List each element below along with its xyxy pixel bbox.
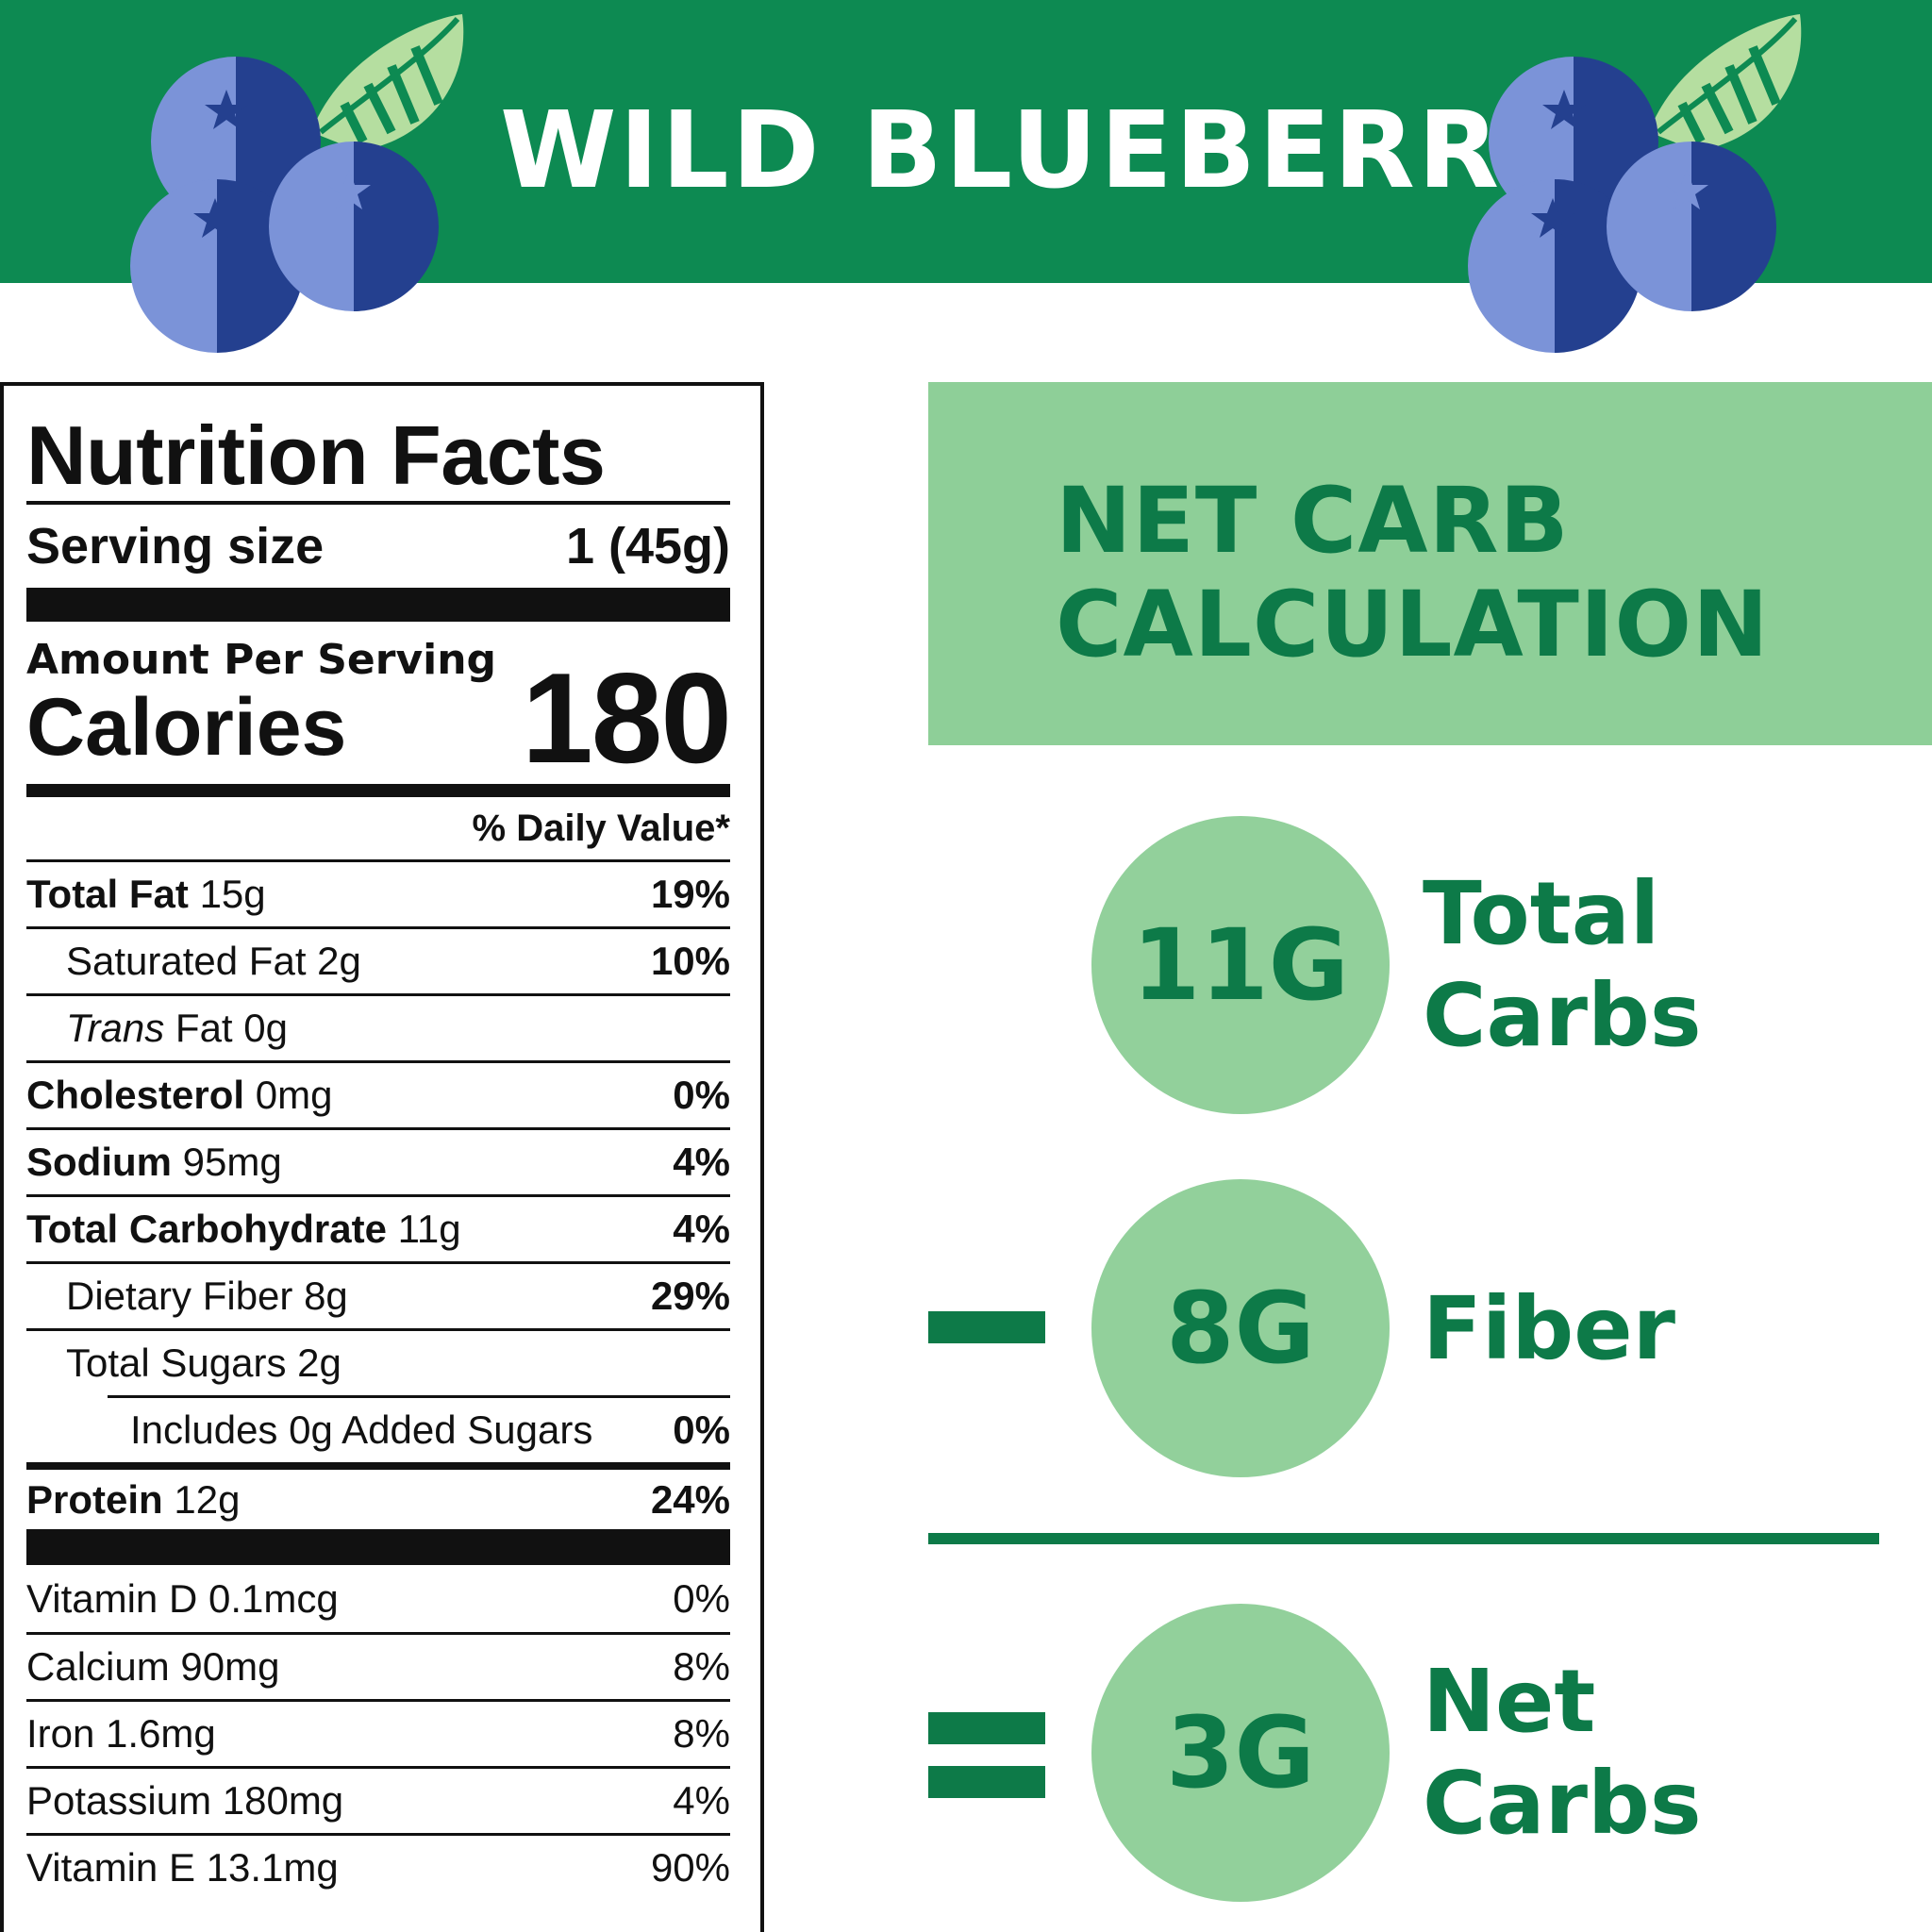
total-carbs-label-line1: Total (1423, 863, 1660, 964)
vitamin-dv: 4% (673, 1778, 730, 1823)
nutrient-amount: 8g (304, 1274, 348, 1318)
nutrient-row-total-fat: Total Fat 15g 19% (26, 859, 730, 926)
nutrient-dv: 0% (673, 1407, 730, 1452)
serving-size-value: 1 (45g) (565, 518, 730, 575)
nutrient-amount: 11g (397, 1207, 461, 1251)
vitamin-row: Calcium 90mg 8% (26, 1632, 730, 1699)
calories-label: Calories (26, 682, 347, 773)
serving-size-row: Serving size 1 (45g) (26, 505, 730, 588)
nutrient-dv: 29% (650, 1274, 730, 1318)
nutrient-name: Total Sugars (66, 1341, 287, 1385)
blueberry-cluster-icon (130, 14, 464, 353)
divider (26, 501, 730, 505)
nutrient-name: Protein (26, 1476, 163, 1522)
nutrient-dv: 4% (673, 1207, 730, 1251)
nutrient-row-added-sugars: Includes 0g Added Sugars 0% (108, 1395, 730, 1462)
net-carb-title-card: NET CARB CALCULATION (928, 382, 1932, 745)
nutrient-row-total-carbohydrate: Total Carbohydrate 11g 4% (26, 1194, 730, 1261)
nutrient-dv: 10% (650, 939, 730, 983)
serving-size-label: Serving size (26, 518, 325, 575)
daily-value-header: % Daily Value* (472, 807, 730, 849)
nutrient-name: Saturated Fat (66, 939, 307, 983)
fiber-label: Fiber (1423, 1278, 1676, 1379)
net-carbs-label-line1: Net (1423, 1651, 1596, 1752)
sum-divider (928, 1533, 1879, 1544)
nutrient-row-sodium: Sodium 95mg 4% (26, 1127, 730, 1194)
vitamin-dv: 90% (650, 1845, 730, 1890)
header-banner: WILD BLUEBERRY (0, 0, 1932, 353)
nutrient-name-suffix: Fat (175, 1006, 233, 1050)
divider (26, 588, 730, 622)
nutrient-amount: 12g (174, 1476, 241, 1522)
nutrient-amount: 0mg (255, 1073, 333, 1117)
nutrient-name: Trans (66, 1006, 165, 1050)
calories-row: Calories 180 (26, 654, 732, 782)
nutrient-name: Includes 0g Added Sugars (130, 1407, 593, 1452)
nutrient-row-trans-fat: Trans Fat 0g (26, 993, 730, 1060)
net-carbs-label: Net Carbs (1423, 1651, 1702, 1855)
nutrient-dv: 4% (673, 1140, 730, 1184)
vitamin-row: Vitamin D 0.1mcg 0% (26, 1565, 730, 1632)
total-carbs-label-line2: Carbs (1423, 965, 1702, 1066)
net-carbs-circle: 3G (1091, 1604, 1390, 1902)
nutrition-facts-panel: Nutrition Facts Serving size 1 (45g) Amo… (0, 382, 764, 1932)
net-carb-title-line1: NET CARB (1056, 468, 1570, 574)
fiber-circle: 8G (1091, 1179, 1390, 1477)
vitamin-name: Vitamin D 0.1mcg (26, 1575, 339, 1621)
minus-sign-icon (928, 1311, 1045, 1343)
nutrient-dv: 24% (650, 1476, 730, 1522)
equals-sign-icon (928, 1712, 1045, 1744)
nutrient-name: Cholesterol (26, 1073, 245, 1117)
nutrient-dv: 19% (650, 872, 730, 916)
product-title: WILD BLUEBERRY (500, 90, 1576, 212)
calories-value: 180 (522, 646, 732, 790)
equals-sign-icon (928, 1766, 1045, 1798)
vitamin-row: Potassium 180mg 4% (26, 1766, 730, 1833)
nutrient-row-dietary-fiber: Dietary Fiber 8g 29% (26, 1261, 730, 1328)
nutrient-row-saturated-fat: Saturated Fat 2g 10% (26, 926, 730, 993)
total-carbs-circle: 11G (1091, 816, 1390, 1114)
nutrient-dv: 0% (673, 1073, 730, 1117)
nutrient-row-protein: Protein 12g 24% (26, 1462, 730, 1529)
nutrient-name: Sodium (26, 1140, 172, 1184)
net-carb-title: NET CARB CALCULATION (1056, 469, 1770, 676)
vitamin-dv: 0% (673, 1575, 730, 1621)
nutrition-facts-title: Nutrition Facts (26, 408, 606, 502)
nutrient-amount: 95mg (182, 1140, 282, 1184)
nutrient-amount: 2g (317, 939, 361, 983)
vitamin-name: Calcium 90mg (26, 1644, 280, 1689)
divider (26, 784, 730, 797)
nutrient-row-cholesterol: Cholesterol 0mg 0% (26, 1060, 730, 1127)
vitamin-dv: 8% (673, 1711, 730, 1756)
nutrient-amount: 2g (297, 1341, 341, 1385)
nutrient-name: Total Carbohydrate (26, 1207, 387, 1251)
divider (26, 1529, 730, 1565)
nutrient-amount: 0g (243, 1006, 288, 1050)
vitamin-name: Iron 1.6mg (26, 1711, 216, 1756)
nutrient-name: Dietary Fiber (66, 1274, 293, 1318)
net-carbs-label-line2: Carbs (1423, 1753, 1702, 1854)
amount-per-serving: Amount Per Serving (26, 636, 497, 684)
vitamin-row: Iron 1.6mg 8% (26, 1699, 730, 1766)
total-carbs-label: Total Carbs (1423, 863, 1702, 1067)
vitamin-dv: 8% (673, 1644, 730, 1689)
nutrient-name: Total Fat (26, 872, 189, 916)
nutrient-amount: 15g (199, 872, 266, 916)
net-carb-title-line2: CALCULATION (1056, 572, 1770, 677)
nutrient-row-total-sugars: Total Sugars 2g (26, 1328, 730, 1395)
vitamin-name: Potassium 180mg (26, 1778, 344, 1823)
blueberry-cluster-icon (1468, 14, 1802, 353)
vitamin-row: Vitamin E 13.1mg 90% (26, 1833, 730, 1900)
vitamin-name: Vitamin E 13.1mg (26, 1845, 339, 1890)
